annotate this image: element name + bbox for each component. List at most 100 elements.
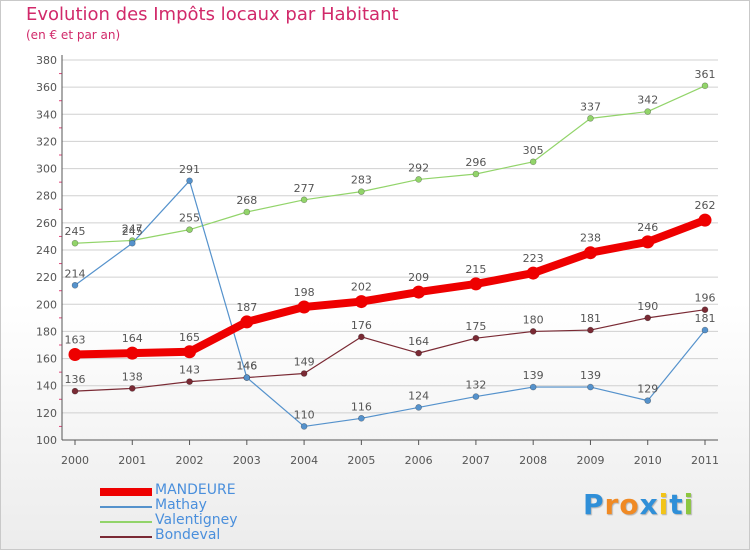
data-label-mathay: 245 — [122, 225, 143, 238]
x-tick-label: 2006 — [405, 454, 433, 467]
x-tick-label: 2010 — [634, 454, 662, 467]
data-label-valentigney: 277 — [294, 182, 315, 195]
logo-letter: i — [683, 488, 695, 521]
data-label-bondeval: 146 — [236, 360, 257, 373]
data-label-mandeure: 198 — [294, 286, 315, 299]
legend-item-valentigney: Valentigney — [100, 512, 400, 530]
data-label-mandeure: 238 — [580, 232, 601, 245]
logo-letter: t — [669, 488, 684, 521]
x-tick-label: 2005 — [347, 454, 375, 467]
data-label-mathay: 146 — [236, 360, 257, 373]
data-label-bondeval: 138 — [122, 370, 143, 383]
legend-label-valentigney: Valentigney — [155, 512, 238, 528]
data-label-mathay: 214 — [65, 267, 86, 280]
data-point-mandeure — [125, 346, 139, 360]
data-label-mathay: 124 — [408, 389, 429, 402]
data-label-valentigney: 268 — [236, 194, 257, 207]
data-label-bondeval: 181 — [580, 312, 601, 325]
data-point-valentigney — [71, 239, 79, 247]
data-point-bondeval — [587, 326, 594, 334]
data-point-mathay — [701, 326, 709, 334]
data-label-mathay: 129 — [637, 383, 658, 396]
data-label-valentigney: 305 — [523, 144, 544, 157]
y-tick-label: 380 — [36, 54, 57, 67]
data-label-valentigney: 245 — [65, 225, 86, 238]
data-label-mandeure: 202 — [351, 281, 372, 294]
data-label-mathay: 116 — [351, 400, 372, 413]
data-point-mathay — [587, 383, 594, 391]
legend-swatch-mathay — [100, 506, 152, 508]
y-tick-label: 100 — [36, 434, 57, 447]
data-label-bondeval: 196 — [695, 292, 716, 305]
data-point-bondeval — [415, 349, 422, 357]
data-point-valentigney — [587, 115, 594, 122]
legend-item-bondeval: Bondeval — [100, 527, 400, 545]
proxiti-logo: Proxiti — [583, 488, 694, 521]
x-tick-label: 2008 — [519, 454, 547, 467]
data-label-mandeure: 215 — [465, 263, 486, 276]
data-label-valentigney: 247 — [122, 223, 143, 236]
data-label-valentigney: 361 — [695, 68, 716, 81]
legend-item-mandeure: MANDEURE — [100, 482, 400, 500]
data-label-mathay: 139 — [523, 369, 544, 382]
y-tick-label: 120 — [36, 407, 57, 420]
x-tick-label: 2002 — [176, 454, 204, 467]
data-point-valentigney — [243, 208, 251, 216]
y-tick-label: 220 — [36, 271, 57, 284]
data-point-bondeval — [701, 306, 709, 314]
chart-title: Evolution des Impôts locaux par Habitant — [26, 4, 399, 25]
data-point-mandeure — [240, 315, 254, 329]
data-point-bondeval — [472, 334, 480, 342]
y-tick-label: 300 — [36, 163, 57, 176]
y-tick-label: 360 — [36, 81, 57, 94]
y-tick-label: 160 — [36, 353, 57, 366]
series-line-valentigney — [74, 85, 706, 244]
data-point-bondeval — [358, 333, 365, 341]
data-label-bondeval: 164 — [408, 335, 429, 348]
x-tick-label: 2011 — [691, 454, 719, 467]
data-point-mathay — [186, 177, 193, 185]
data-label-bondeval: 143 — [179, 364, 200, 377]
data-label-mandeure: 163 — [65, 334, 86, 347]
logo-letter: x — [639, 488, 659, 521]
data-point-mandeure — [297, 300, 311, 314]
y-tick-label: 200 — [36, 298, 57, 311]
data-point-mandeure — [583, 246, 597, 260]
series-line-bondeval — [74, 309, 706, 392]
series-line-mandeure — [71, 216, 709, 359]
series-line-mathay — [74, 180, 706, 428]
y-tick-label: 280 — [36, 190, 57, 203]
y-tick-label: 180 — [36, 325, 57, 338]
data-label-mathay: 132 — [465, 379, 486, 392]
data-point-bondeval — [300, 370, 308, 377]
y-tick-label: 320 — [36, 135, 57, 148]
data-point-bondeval — [128, 385, 136, 392]
data-label-valentigney: 296 — [465, 156, 486, 169]
logo-letter: P — [583, 488, 605, 521]
data-label-valentigney: 342 — [637, 94, 658, 107]
x-tick-label: 2003 — [233, 454, 261, 467]
data-label-mandeure: 187 — [236, 301, 257, 314]
data-label-mandeure: 223 — [523, 252, 544, 265]
data-point-valentigney — [529, 158, 537, 166]
data-point-mandeure — [68, 348, 82, 361]
data-point-mathay — [300, 423, 308, 430]
data-point-mathay — [472, 393, 480, 400]
data-label-mandeure: 246 — [637, 221, 658, 234]
data-point-mathay — [644, 397, 652, 404]
data-point-mathay — [128, 239, 136, 247]
data-point-valentigney — [472, 170, 480, 178]
data-label-bondeval: 180 — [523, 313, 544, 326]
data-label-bondeval: 175 — [465, 320, 486, 333]
data-point-valentigney — [358, 188, 365, 195]
data-label-mathay: 291 — [179, 163, 200, 176]
data-point-mandeure — [469, 277, 483, 291]
data-point-mandeure — [641, 235, 655, 249]
data-point-valentigney — [415, 176, 422, 183]
data-point-valentigney — [186, 226, 193, 233]
data-label-bondeval: 190 — [637, 300, 658, 313]
y-tick-label: 240 — [36, 244, 57, 257]
data-point-bondeval — [186, 378, 193, 385]
